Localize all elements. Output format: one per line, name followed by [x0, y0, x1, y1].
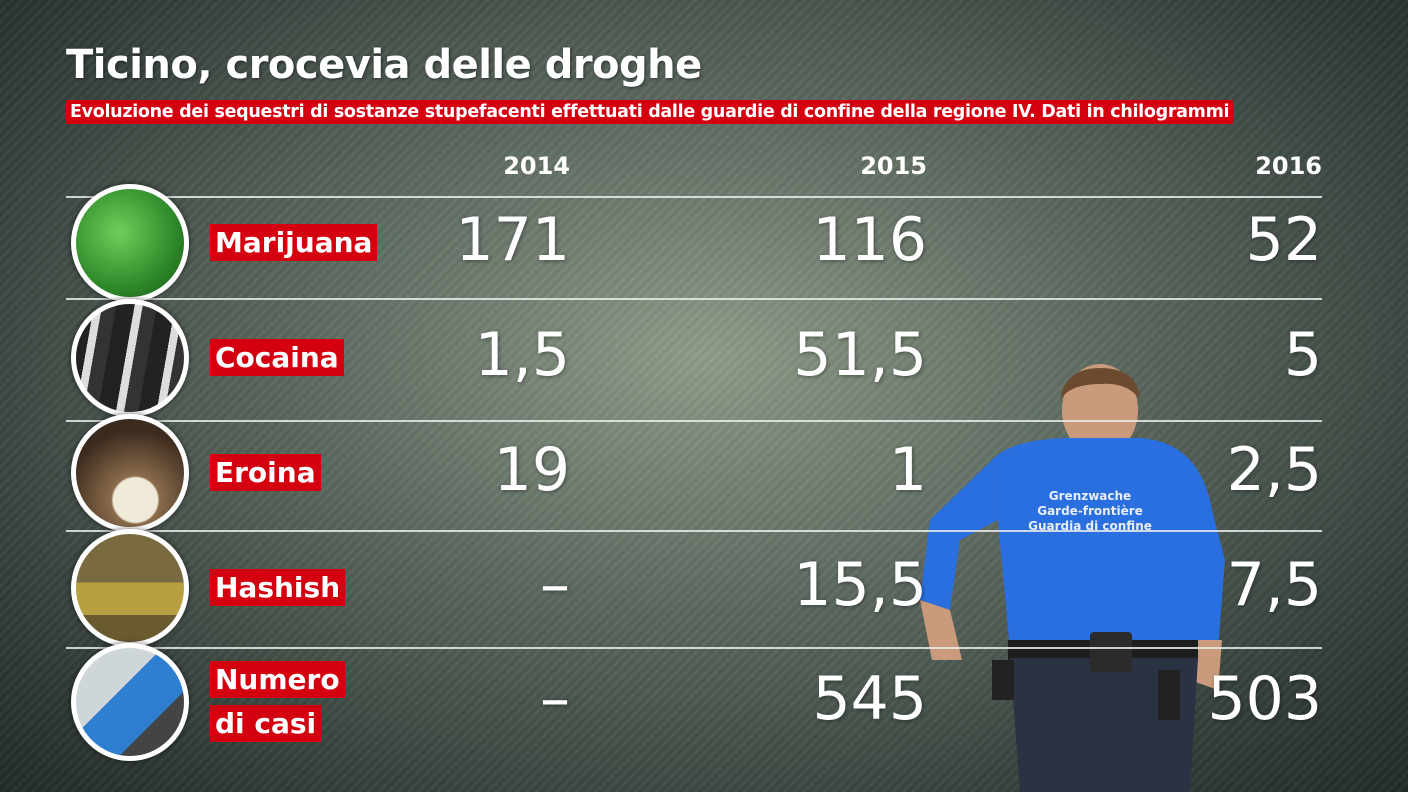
cell-value: 2,5	[1226, 435, 1322, 505]
row-divider	[66, 420, 1322, 422]
cell-value: 19	[493, 435, 570, 505]
row-label-text: Marijuana	[210, 224, 378, 261]
column-header: 2014	[503, 152, 570, 180]
cell-value: –	[540, 664, 570, 734]
row-label: Eroina	[210, 451, 350, 495]
cell-value: 5	[1283, 320, 1322, 390]
subtitle: Evoluzione dei sequestri di sostanze stu…	[66, 100, 1234, 124]
row-image	[71, 529, 189, 647]
column-header: 2015	[860, 152, 927, 180]
cell-value: 7,5	[1226, 550, 1322, 620]
border-guard-figure: Grenzwache Garde-frontière Guardia di co…	[920, 364, 1225, 792]
cell-value: 52	[1245, 205, 1322, 275]
row-image	[71, 299, 189, 417]
cell-value: 116	[812, 205, 927, 275]
row-divider	[66, 647, 1322, 649]
cell-value: 51,5	[793, 320, 927, 390]
column-header: 2016	[1255, 152, 1322, 180]
row-label-text: Eroina	[210, 454, 321, 491]
row-label: Numero di casi	[210, 658, 350, 746]
cell-value: 1,5	[474, 320, 570, 390]
row-image	[71, 414, 189, 532]
row-image	[71, 643, 189, 761]
row-label-text: Numero di casi	[210, 661, 345, 742]
row-image	[71, 184, 189, 302]
cell-value: 171	[455, 205, 570, 275]
cell-value: 1	[888, 435, 927, 505]
shirt-text: Guardia di confine	[1028, 519, 1152, 533]
row-label-text: Cocaina	[210, 339, 344, 376]
cell-value: 545	[812, 664, 927, 734]
row-divider	[66, 298, 1322, 300]
shirt-text: Garde-frontière	[1037, 504, 1143, 518]
row-label: Cocaina	[210, 336, 350, 380]
row-label: Marijuana	[210, 221, 378, 265]
cell-value: 503	[1207, 664, 1322, 734]
cell-value: 15,5	[793, 550, 927, 620]
row-divider	[66, 530, 1322, 532]
row-divider	[66, 196, 1322, 198]
title: Ticino, crocevia delle droghe	[66, 42, 702, 88]
row-label-text: Hashish	[210, 569, 346, 606]
row-label: Hashish	[210, 566, 350, 610]
shirt-text: Grenzwache	[1049, 489, 1131, 503]
cell-value: –	[540, 550, 570, 620]
